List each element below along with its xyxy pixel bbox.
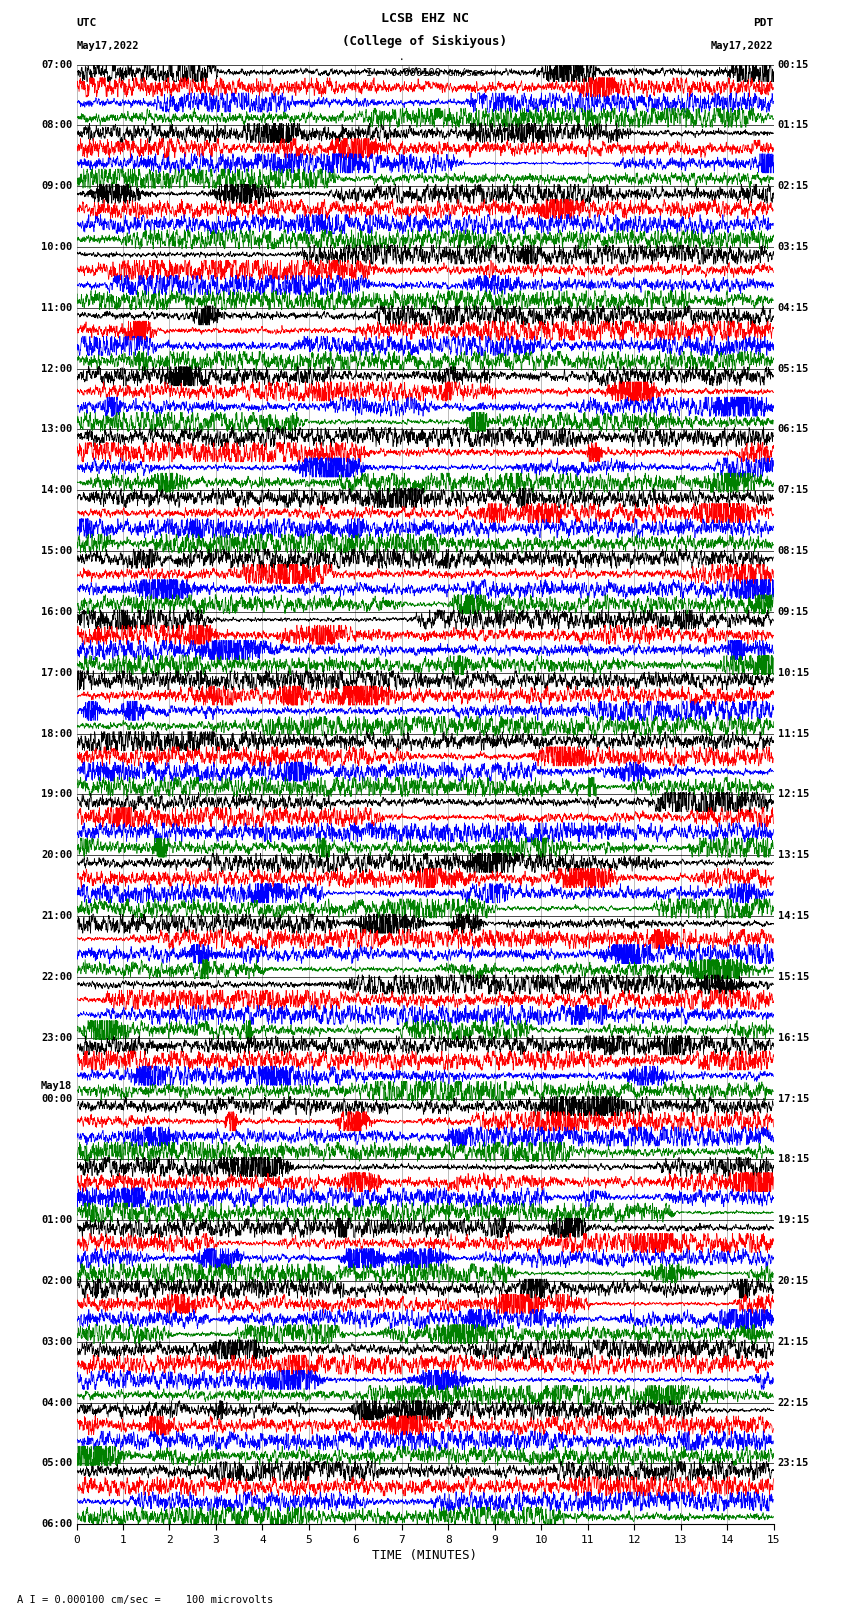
- Text: I = 0.000100 cm/sec: I = 0.000100 cm/sec: [366, 68, 484, 77]
- Text: 02:00: 02:00: [41, 1276, 72, 1286]
- Text: 22:00: 22:00: [41, 973, 72, 982]
- Text: 12:00: 12:00: [41, 363, 72, 374]
- Text: 18:15: 18:15: [778, 1155, 809, 1165]
- Text: May18: May18: [41, 1081, 72, 1090]
- Text: 02:15: 02:15: [778, 181, 809, 192]
- Text: 11:15: 11:15: [778, 729, 809, 739]
- X-axis label: TIME (MINUTES): TIME (MINUTES): [372, 1548, 478, 1561]
- Text: 21:15: 21:15: [778, 1337, 809, 1347]
- Text: 05:00: 05:00: [41, 1458, 72, 1468]
- Text: LCSB EHZ NC: LCSB EHZ NC: [381, 11, 469, 24]
- Text: 14:00: 14:00: [41, 486, 72, 495]
- Text: 03:15: 03:15: [778, 242, 809, 252]
- Text: 15:15: 15:15: [778, 973, 809, 982]
- Text: 17:15: 17:15: [778, 1094, 809, 1103]
- Text: PDT: PDT: [753, 18, 774, 27]
- Text: (College of Siskiyous): (College of Siskiyous): [343, 35, 507, 48]
- Text: 10:00: 10:00: [41, 242, 72, 252]
- Text: 15:00: 15:00: [41, 547, 72, 556]
- Text: 23:00: 23:00: [41, 1032, 72, 1042]
- Text: 11:00: 11:00: [41, 303, 72, 313]
- Text: 03:00: 03:00: [41, 1337, 72, 1347]
- Text: 09:15: 09:15: [778, 606, 809, 616]
- Text: 20:15: 20:15: [778, 1276, 809, 1286]
- Text: 19:15: 19:15: [778, 1215, 809, 1226]
- Text: 06:15: 06:15: [778, 424, 809, 434]
- Text: 04:00: 04:00: [41, 1397, 72, 1408]
- Text: 00:15: 00:15: [778, 60, 809, 69]
- Text: A I = 0.000100 cm/sec =    100 microvolts: A I = 0.000100 cm/sec = 100 microvolts: [17, 1595, 273, 1605]
- Text: 20:00: 20:00: [41, 850, 72, 860]
- Text: 08:15: 08:15: [778, 547, 809, 556]
- Text: UTC: UTC: [76, 18, 97, 27]
- Text: May17,2022: May17,2022: [76, 42, 139, 52]
- Text: 18:00: 18:00: [41, 729, 72, 739]
- Text: 10:15: 10:15: [778, 668, 809, 677]
- Text: 07:15: 07:15: [778, 486, 809, 495]
- Text: 06:00: 06:00: [41, 1519, 72, 1529]
- Text: 04:15: 04:15: [778, 303, 809, 313]
- Text: 05:15: 05:15: [778, 363, 809, 374]
- Text: 17:00: 17:00: [41, 668, 72, 677]
- Text: 07:00: 07:00: [41, 60, 72, 69]
- Text: 13:15: 13:15: [778, 850, 809, 860]
- Text: 01:00: 01:00: [41, 1215, 72, 1226]
- Text: 00:00: 00:00: [41, 1094, 72, 1103]
- Text: 19:00: 19:00: [41, 789, 72, 800]
- Text: 14:15: 14:15: [778, 911, 809, 921]
- Text: 23:15: 23:15: [778, 1458, 809, 1468]
- Text: May17,2022: May17,2022: [711, 42, 774, 52]
- Text: 09:00: 09:00: [41, 181, 72, 192]
- Text: 22:15: 22:15: [778, 1397, 809, 1408]
- Text: 16:15: 16:15: [778, 1032, 809, 1042]
- Text: 13:00: 13:00: [41, 424, 72, 434]
- Text: 08:00: 08:00: [41, 121, 72, 131]
- Text: 16:00: 16:00: [41, 606, 72, 616]
- Text: 21:00: 21:00: [41, 911, 72, 921]
- Text: 12:15: 12:15: [778, 789, 809, 800]
- Text: 01:15: 01:15: [778, 121, 809, 131]
